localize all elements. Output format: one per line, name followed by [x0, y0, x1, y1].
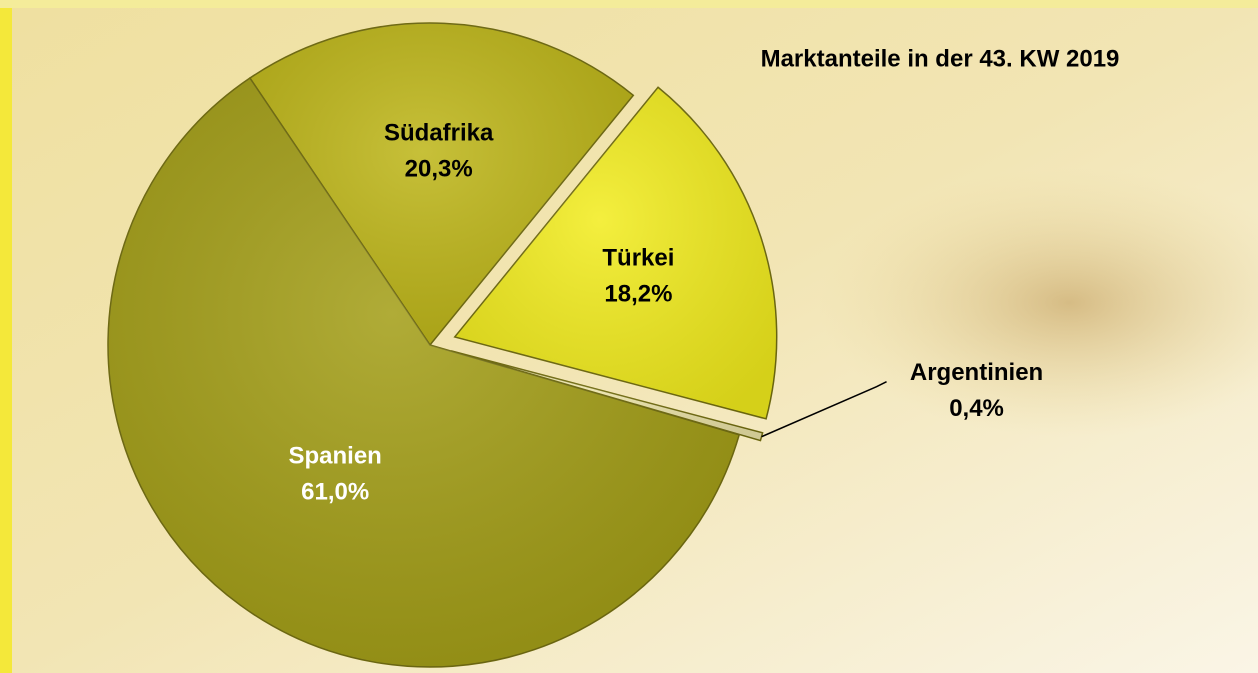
slice-label: Argentinien — [910, 359, 1043, 386]
slice-label: Spanien — [288, 442, 381, 469]
chart: Marktanteile in der 43. KW 2019 Südafrik… — [0, 0, 1258, 673]
page: Marktanteile in der 43. KW 2019 Südafrik… — [0, 0, 1258, 673]
left-border — [0, 0, 12, 673]
slice-value-label: 61,0% — [301, 478, 369, 505]
top-border — [0, 0, 1258, 8]
slice-value-label: 20,3% — [405, 155, 473, 182]
slice-label: Südafrika — [384, 119, 494, 146]
slice-label: Türkei — [602, 244, 674, 271]
chart-title: Marktanteile in der 43. KW 2019 — [761, 45, 1120, 72]
slice-value-label: 18,2% — [604, 280, 672, 307]
slice-value-label: 0,4% — [949, 395, 1004, 422]
